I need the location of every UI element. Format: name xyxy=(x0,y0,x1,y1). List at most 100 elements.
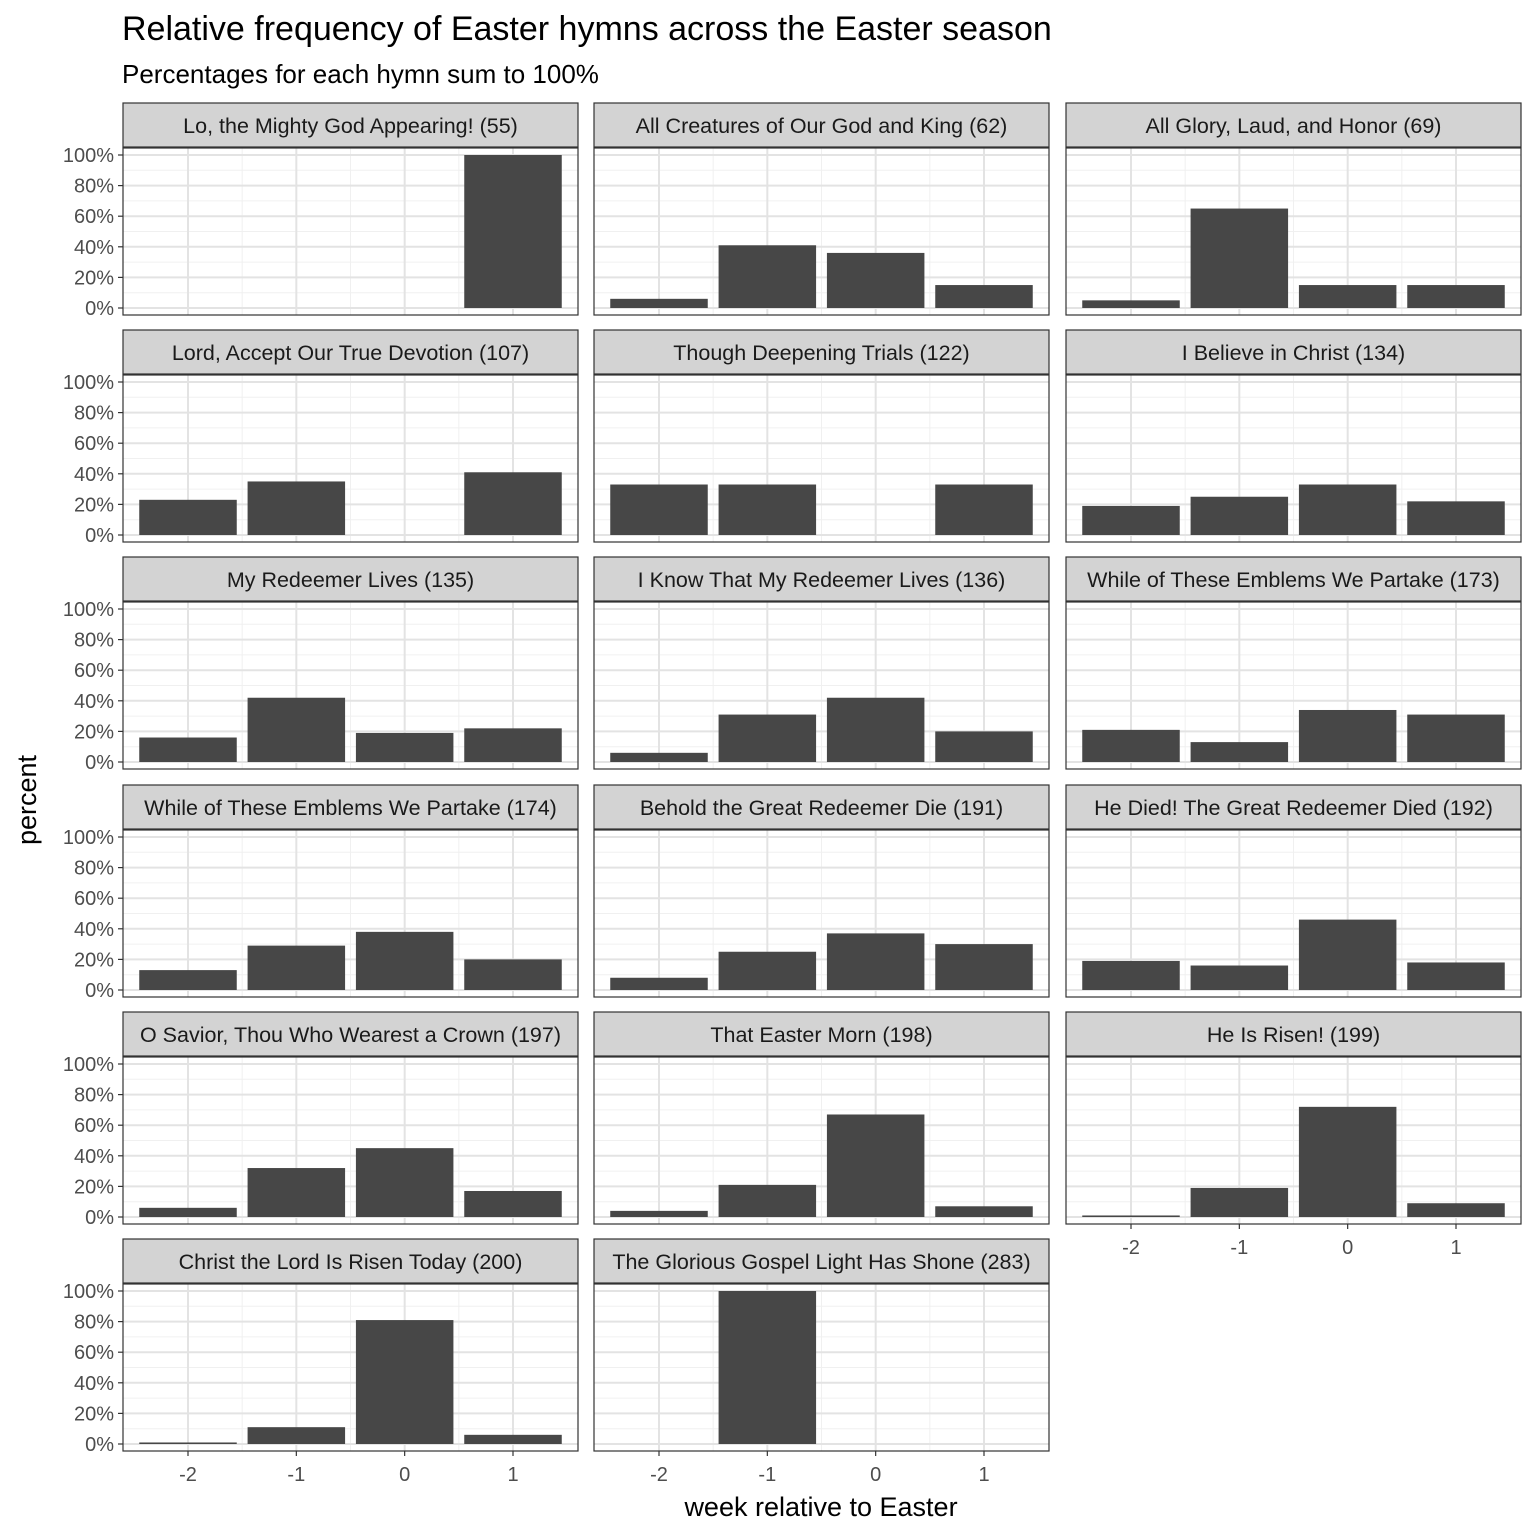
y-tick-label: 0% xyxy=(85,752,114,774)
bar xyxy=(464,959,562,990)
bar xyxy=(355,1320,454,1444)
facet-strip xyxy=(1065,1011,1522,1057)
facet-label: Behold the Great Redeemer Die (191) xyxy=(640,796,1003,820)
bar xyxy=(1298,919,1397,990)
bar xyxy=(247,697,346,762)
y-tick-label: 80% xyxy=(74,403,114,425)
bar xyxy=(247,1168,346,1217)
x-tick-label: -1 xyxy=(287,1464,305,1486)
bar xyxy=(610,977,708,990)
facet-strip xyxy=(122,102,579,148)
bar xyxy=(935,484,1033,535)
bar xyxy=(935,1206,1033,1217)
y-tick-label: 80% xyxy=(74,630,114,652)
bar xyxy=(139,737,237,762)
bar xyxy=(1190,496,1289,535)
x-tick-label: -2 xyxy=(179,1464,197,1486)
facet-panel: That Easter Morn (198) xyxy=(593,1011,1050,1225)
facet-panel: He Is Risen! (199) -2 -1 0 1 xyxy=(1065,1011,1522,1259)
facet-panel: Behold the Great Redeemer Die (191) xyxy=(593,784,1050,998)
facet-strip xyxy=(1065,784,1522,830)
facet-label: Lo, the Mighty God Appearing! (55) xyxy=(183,114,518,138)
y-tick-label: 20% xyxy=(74,267,114,289)
panel-border xyxy=(1065,601,1522,770)
bar xyxy=(826,252,925,308)
y-tick-label: 100% xyxy=(63,1281,114,1303)
bar xyxy=(464,728,562,762)
facet-panel: All Glory, Laud, and Honor (69) xyxy=(1065,102,1522,316)
y-tick-label: 80% xyxy=(74,1085,114,1107)
panel-border xyxy=(122,829,579,998)
panel-border xyxy=(122,601,579,770)
facet-panel: While of These Emblems We Partake (174) 0… xyxy=(63,784,579,1002)
bar xyxy=(1190,208,1289,308)
x-tick-label: 1 xyxy=(1450,1237,1461,1259)
bar xyxy=(935,944,1033,990)
bar xyxy=(1082,1215,1180,1217)
facet-label: Christ the Lord Is Risen Today (200) xyxy=(179,1250,523,1274)
bar xyxy=(1298,709,1397,762)
bar xyxy=(247,945,346,990)
bar xyxy=(1298,484,1397,535)
panel-border xyxy=(1065,374,1522,543)
facet-strip xyxy=(122,1238,579,1284)
y-tick-label: 40% xyxy=(74,237,114,259)
x-tick-label: -2 xyxy=(1122,1237,1140,1259)
facet-strip xyxy=(122,784,579,830)
facet-strip xyxy=(1065,329,1522,375)
y-tick-label: 0% xyxy=(85,298,114,320)
y-tick-label: 0% xyxy=(85,1207,114,1229)
facet-panel: Christ the Lord Is Risen Today (200) 0% 20… xyxy=(63,1238,579,1486)
panel-border xyxy=(593,829,1050,998)
x-tick-label: 1 xyxy=(978,1464,989,1486)
y-tick-label: 100% xyxy=(63,827,114,849)
panel-border xyxy=(1065,1056,1522,1225)
panel-border xyxy=(122,147,579,316)
facet-strip xyxy=(1065,556,1522,602)
facet-label: That Easter Morn (198) xyxy=(710,1023,932,1047)
facet-label: He Died! The Great Redeemer Died (192) xyxy=(1094,796,1493,820)
facet-label: I Believe in Christ (134) xyxy=(1182,341,1405,365)
facet-panel: He Died! The Great Redeemer Died (192) xyxy=(1065,784,1522,998)
bar xyxy=(1407,501,1505,535)
x-tick-label: 0 xyxy=(870,1464,881,1486)
y-tick-label: 80% xyxy=(74,858,114,880)
facet-label: While of These Emblems We Partake (173) xyxy=(1087,568,1500,592)
panel-border xyxy=(122,1283,579,1452)
facet-strip xyxy=(593,556,1050,602)
panel-border xyxy=(593,147,1050,316)
bar xyxy=(1407,714,1505,762)
y-tick-label: 0% xyxy=(85,980,114,1002)
facet-label: While of These Emblems We Partake (174) xyxy=(144,796,557,820)
bar xyxy=(139,970,237,990)
bar xyxy=(1190,1187,1289,1217)
facet-strip xyxy=(593,329,1050,375)
facet-panel: My Redeemer Lives (135) 0% 20% 40% 60% 80% 100… xyxy=(63,556,579,774)
facet-label: My Redeemer Lives (135) xyxy=(227,568,474,592)
bar xyxy=(247,1427,346,1444)
y-tick-label: 0% xyxy=(85,1434,114,1456)
bar xyxy=(1082,505,1180,535)
panel-border xyxy=(122,374,579,543)
y-tick-label: 60% xyxy=(74,660,114,682)
bar xyxy=(610,752,708,762)
bar xyxy=(935,285,1033,308)
bar xyxy=(355,1148,454,1217)
facet-panel: Though Deepening Trials (122) xyxy=(593,329,1050,543)
bar xyxy=(464,1434,562,1444)
bar xyxy=(464,155,562,308)
bar xyxy=(1407,1203,1505,1217)
y-tick-label: 80% xyxy=(74,1312,114,1334)
facet-panels: Lo, the Mighty God Appearing! (55) 0% 20% 4… xyxy=(63,102,1522,1486)
bar xyxy=(826,933,925,990)
y-tick-label: 100% xyxy=(63,145,114,167)
bar xyxy=(718,484,817,535)
facet-panel: I Believe in Christ (134) xyxy=(1065,329,1522,543)
facet-panel: Lo, the Mighty God Appearing! (55) 0% 20% 4… xyxy=(63,102,579,320)
bar xyxy=(718,1184,817,1217)
bar xyxy=(139,1442,237,1444)
y-axis-label: percent xyxy=(12,754,42,845)
y-tick-label: 40% xyxy=(74,1373,114,1395)
facet-label: The Glorious Gospel Light Has Shone (283… xyxy=(612,1250,1030,1274)
x-axis-label: week relative to Easter xyxy=(683,1492,957,1522)
